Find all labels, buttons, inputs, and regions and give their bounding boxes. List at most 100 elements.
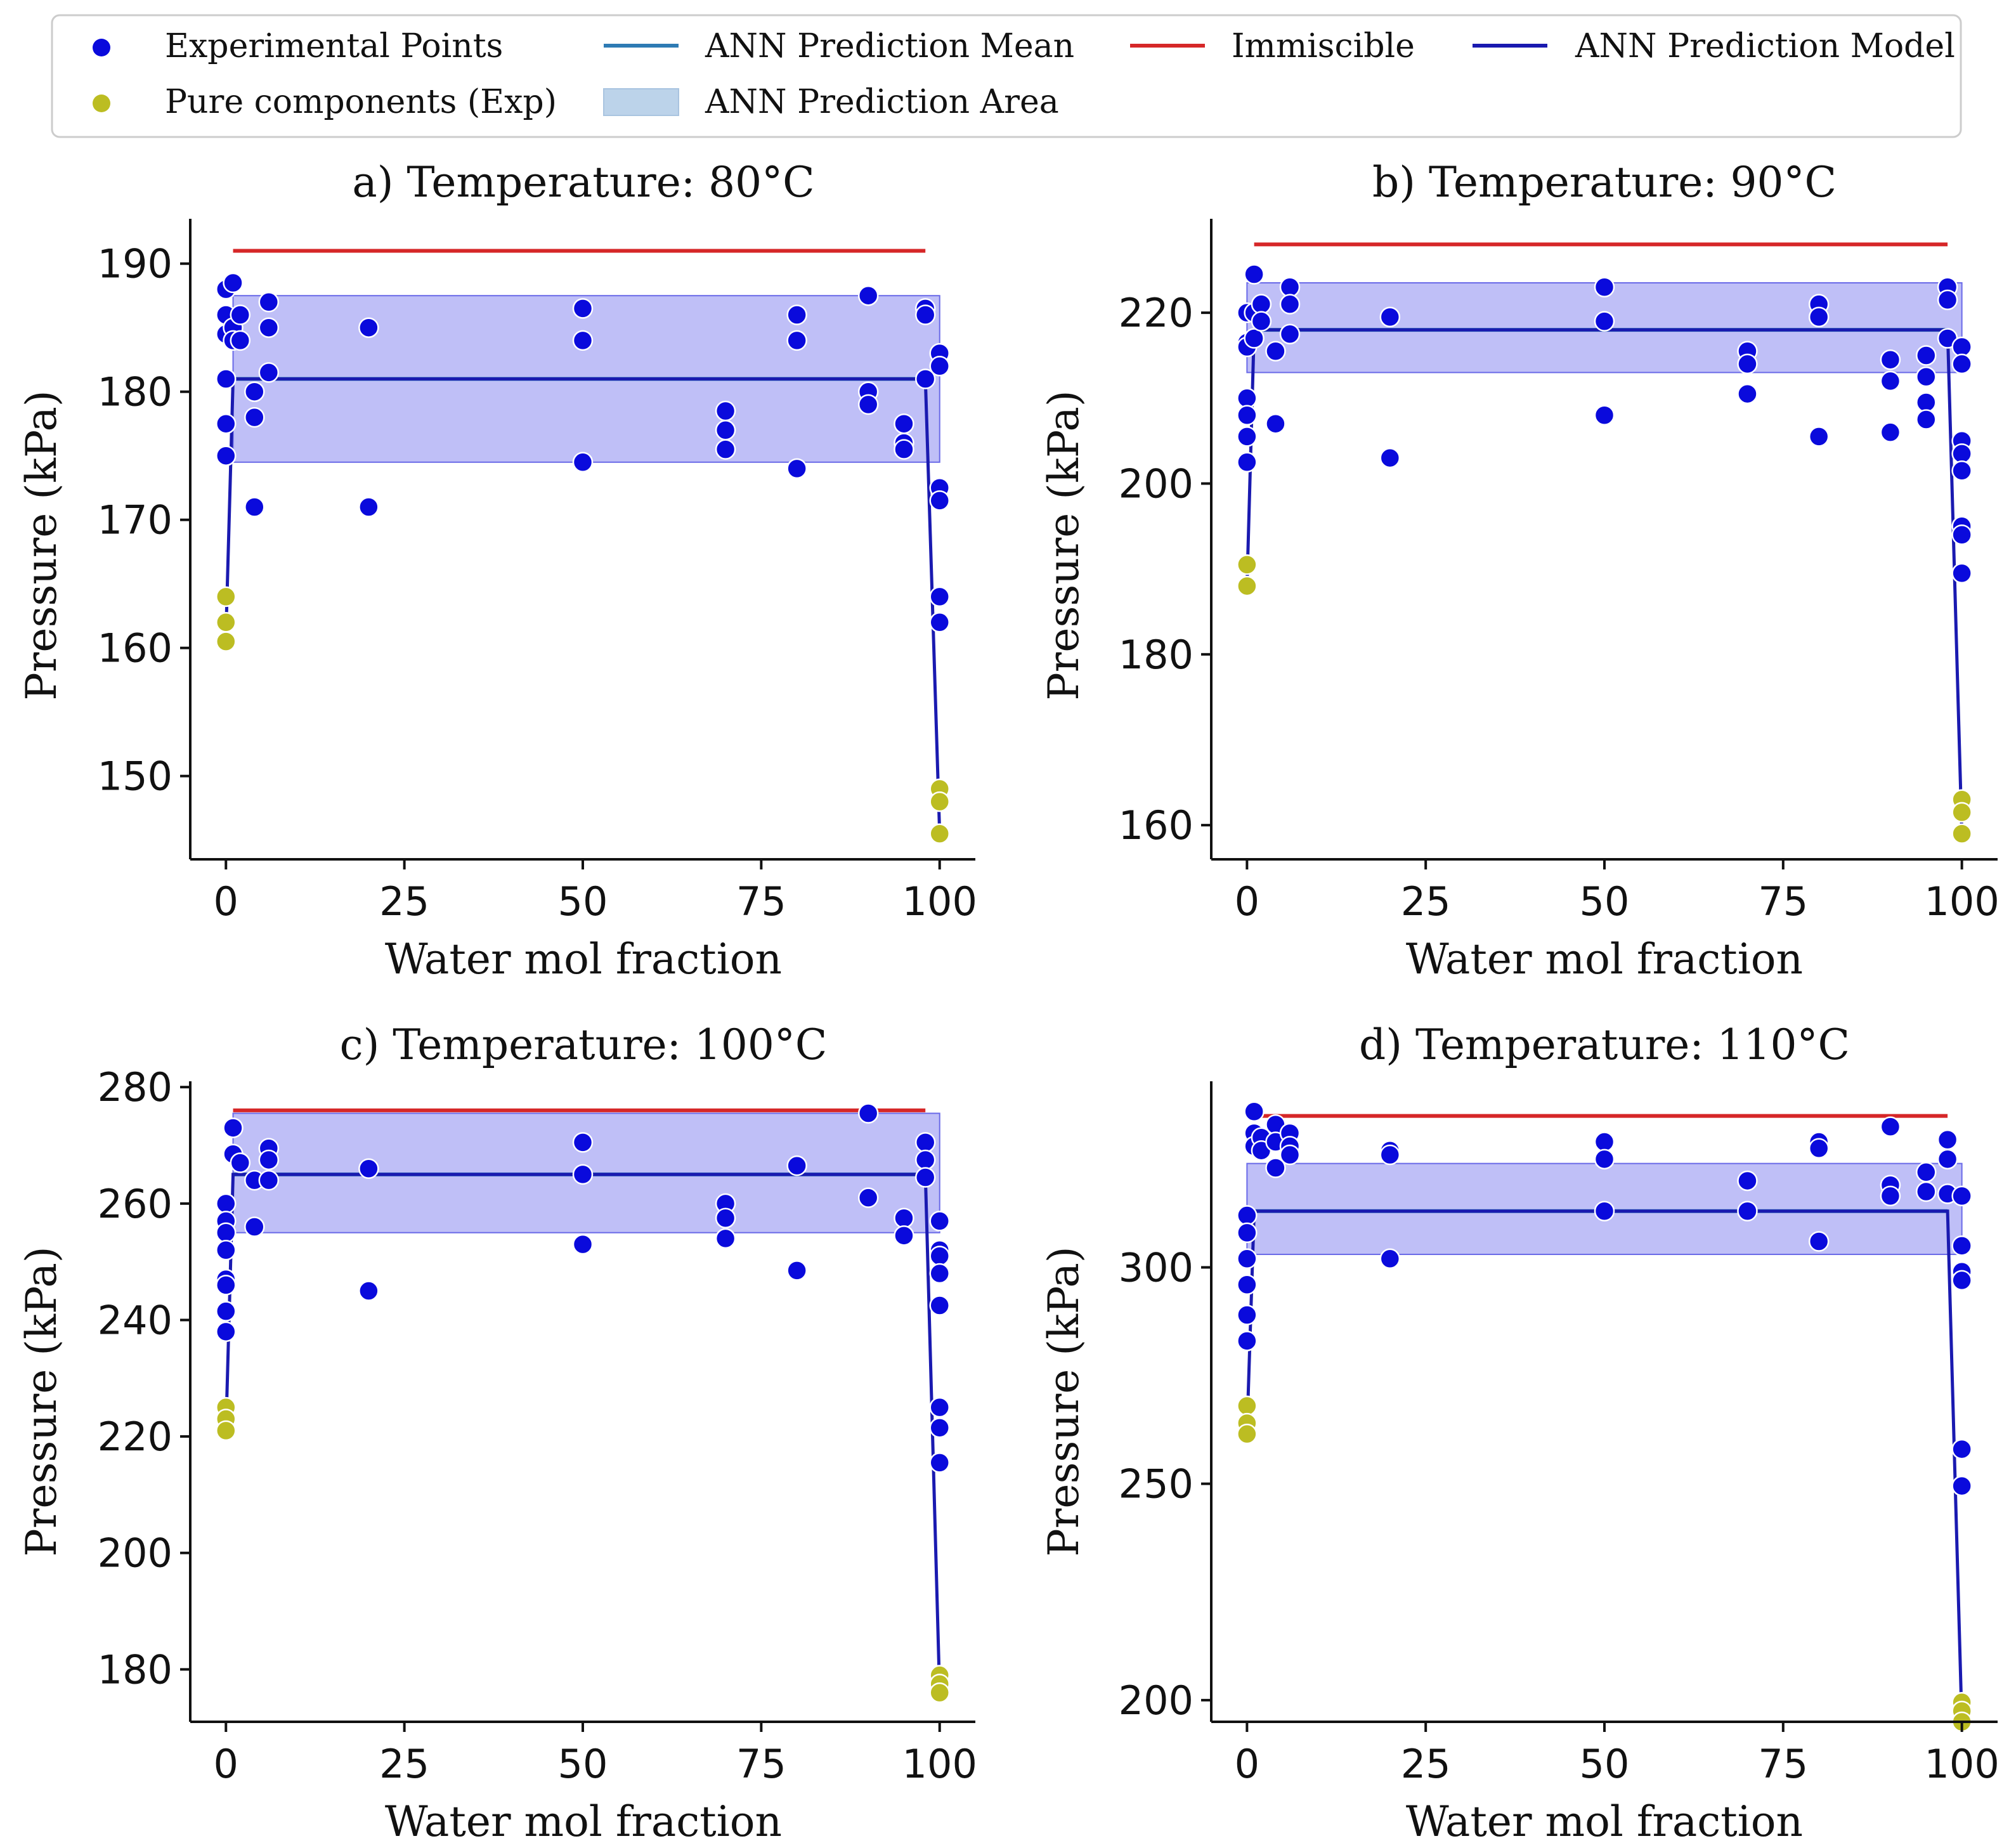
panel-c-y-tick-label: 280 (98, 1064, 172, 1110)
panel-c-exp-point (216, 1222, 237, 1243)
panel-c-exp-point (258, 1169, 280, 1191)
panel-a-exp-point (894, 413, 914, 434)
panel-b-exp-point (1916, 409, 1937, 430)
panel-d-exp-point (1951, 1235, 1972, 1256)
panel-c-y-tick-label: 260 (98, 1181, 172, 1227)
panel-c-exp-point (244, 1216, 265, 1237)
panel-a-exp-point (216, 368, 237, 389)
panel-d-pure-point (1237, 1395, 1258, 1417)
panel-c-exp-point (230, 1152, 251, 1173)
panel-d-exp-point (1237, 1274, 1258, 1295)
panel-c-exp-point (358, 1280, 379, 1301)
panel-d-exp-point (1237, 1248, 1258, 1270)
panel-b-exp-point (1916, 345, 1937, 366)
panel-c-exp-point (216, 1301, 237, 1322)
panel-c-exp-point (572, 1233, 594, 1255)
panel-b-exp-point (1737, 353, 1758, 375)
panel-d-x-tick-label: 75 (1758, 1741, 1808, 1787)
panel-b-exp-point (1594, 311, 1615, 332)
panel-a-exp-point (230, 330, 251, 351)
panel-d-x-tick-label: 0 (1235, 1741, 1259, 1787)
panel-c-pure-point (929, 1682, 950, 1703)
panel-b-exp-point (1916, 392, 1937, 413)
panel-b-exp-point (1279, 323, 1301, 345)
panel-b-exp-point (1951, 460, 1972, 481)
panel-a-y-tick-label: 160 (98, 625, 172, 672)
panel-c-exp-point (715, 1207, 736, 1229)
panel-c-exp-point (786, 1155, 807, 1176)
panel-d-exp-point (1237, 1305, 1258, 1325)
panel-d-plot: 0 25 50 75 100 200 250 300 (1119, 1081, 2000, 1787)
panel-d-y-tick-label: 200 (1119, 1677, 1193, 1724)
panel-b-exp-point (1951, 563, 1972, 584)
panel-c-y-tick-label: 240 (98, 1297, 172, 1343)
panel-d-exp-point (1808, 1138, 1830, 1159)
panel-b-exp-point (1951, 524, 1972, 545)
panel-a-y-tick-label: 150 (98, 753, 172, 800)
panel-c-y-tick-label: 180 (98, 1646, 172, 1693)
panel-c-exp-point (929, 1263, 950, 1284)
panel-b-exp-point (1379, 447, 1401, 469)
panel-d-exp-point (1237, 1222, 1258, 1244)
panel-a-x-tick-label: 50 (558, 878, 608, 925)
panel-b-y-tick-label: 160 (1119, 802, 1193, 849)
panel-c-exp-point (216, 1321, 237, 1343)
legend-label-area: ANN Prediction Area (705, 83, 1059, 121)
panel-d-exp-point (1237, 1331, 1258, 1351)
panel-a-exp-point (715, 400, 736, 422)
panel-c: c) Temperature: 100°C 0 25 50 75 100 180 200 22… (17, 1020, 977, 1846)
panel-b-exp-point (1594, 277, 1615, 297)
panel-b-exp-point (1244, 328, 1265, 349)
panel-b-exp-point (1265, 341, 1286, 361)
panel-d-xlabel: Water mol fraction (1406, 1797, 1803, 1846)
panel-b-exp-point (1251, 311, 1272, 332)
panel-c-exp-point (914, 1149, 936, 1171)
panel-a-y-tick-label: 180 (98, 369, 172, 415)
panel-d-exp-point (1594, 1131, 1615, 1152)
panel-c-exp-point (572, 1132, 594, 1153)
panel-c-ylabel: Pressure (kPa) (17, 1246, 66, 1556)
legend-label-mean: ANN Prediction Mean (705, 27, 1074, 65)
panel-c-exp-point (216, 1193, 237, 1214)
panel-a-exp-point (715, 420, 736, 441)
panel-d-exp-point (1880, 1185, 1901, 1207)
legend-label-pure: Pure components (Exp) (165, 83, 557, 121)
panel-b-pure-point (1237, 554, 1258, 575)
panel-d-exp-point (1379, 1144, 1401, 1166)
panel-b-y-tick-label: 200 (1119, 460, 1193, 507)
panel-d-title: d) Temperature: 110°C (1359, 1020, 1850, 1069)
panel-a-exp-point (786, 458, 807, 479)
panel-d-pure-point (1237, 1423, 1258, 1445)
panel-d-exp-point (1951, 1185, 1972, 1207)
panel-c-exp-point (216, 1275, 237, 1296)
panel-b-exp-point (1244, 264, 1265, 285)
panel-c-exp-point (258, 1149, 280, 1171)
panel-d-y-tick-label: 300 (1119, 1244, 1193, 1291)
panel-b-exp-point (1937, 289, 1958, 311)
panel-a-exp-point (258, 362, 280, 383)
panel-d-exp-point (1594, 1201, 1615, 1221)
panel-b-pure-point (1951, 802, 1972, 823)
panel-d: d) Temperature: 110°C 0 25 50 75 100 200 250 30… (1039, 1020, 2000, 1846)
panel-a-exp-point (914, 368, 936, 389)
panel-d-x-tick-label: 25 (1401, 1741, 1451, 1787)
panel-d-exp-point (1916, 1181, 1937, 1202)
panel-c-y-tick-label: 220 (98, 1414, 172, 1460)
panel-a-exp-point (216, 445, 237, 466)
panel-d-x-tick-label: 100 (1924, 1741, 1999, 1787)
panel-a-exp-point (230, 304, 251, 325)
panel-a-exp-point (786, 330, 807, 351)
legend-marker-pure (93, 94, 110, 112)
panel-a-model-line (224, 377, 942, 834)
panel-c-exp-point (914, 1167, 936, 1188)
panel-a-exp-point (786, 304, 807, 325)
panel-a-exp-point (572, 452, 594, 473)
panel-d-exp-point (1937, 1129, 1958, 1150)
panel-c-exp-point (929, 1417, 950, 1438)
panel-b-exp-point (1880, 370, 1901, 392)
legend-marker-area (603, 88, 679, 116)
panel-c-x-tick-label: 75 (736, 1741, 786, 1787)
panel-a-exp-point (929, 356, 950, 377)
panel-c-exp-point (929, 1211, 950, 1232)
panel-c-y-tick-label: 200 (98, 1530, 172, 1577)
